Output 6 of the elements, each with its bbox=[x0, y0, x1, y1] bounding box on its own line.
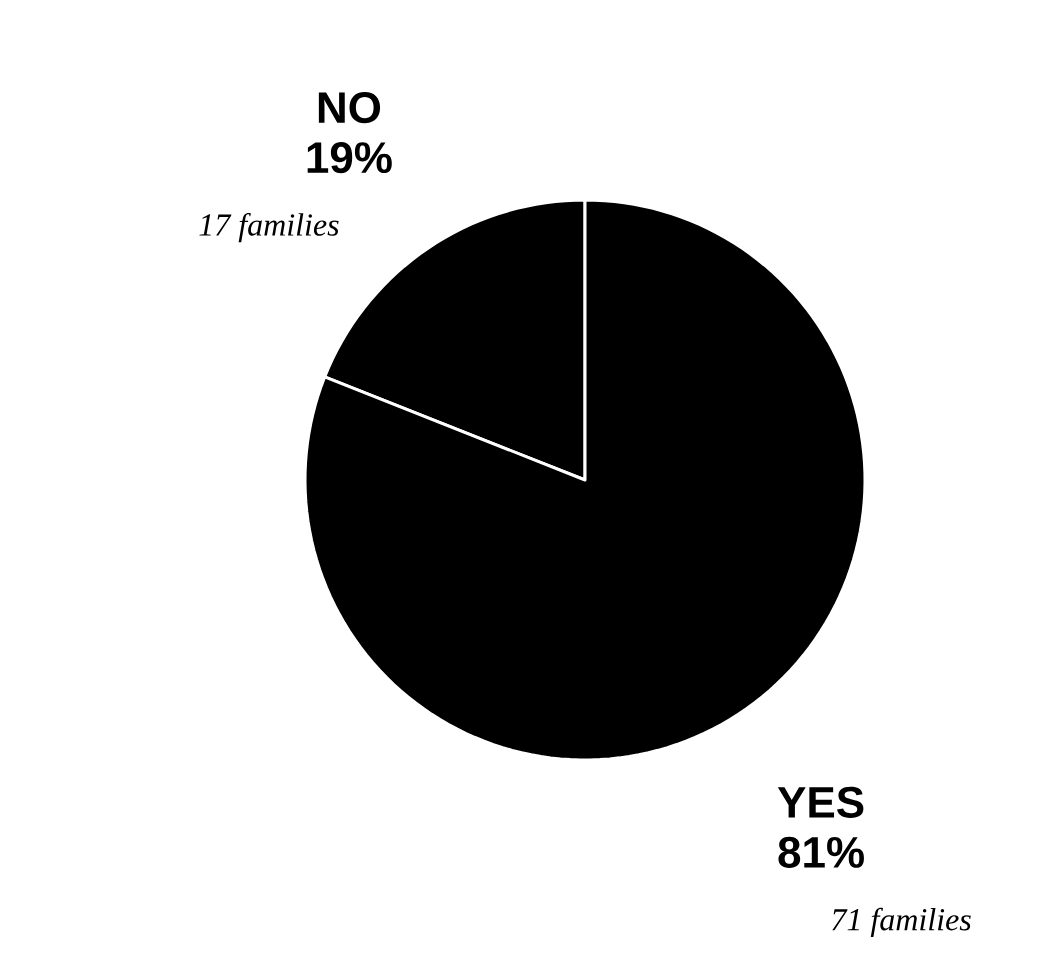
slice-label: YES bbox=[777, 786, 864, 818]
text: 17 families bbox=[199, 212, 339, 243]
data-label: 81% bbox=[778, 836, 864, 868]
text: 71 families bbox=[832, 907, 971, 938]
slice-label: NO bbox=[318, 92, 381, 124]
data-label: 19% bbox=[307, 142, 392, 174]
